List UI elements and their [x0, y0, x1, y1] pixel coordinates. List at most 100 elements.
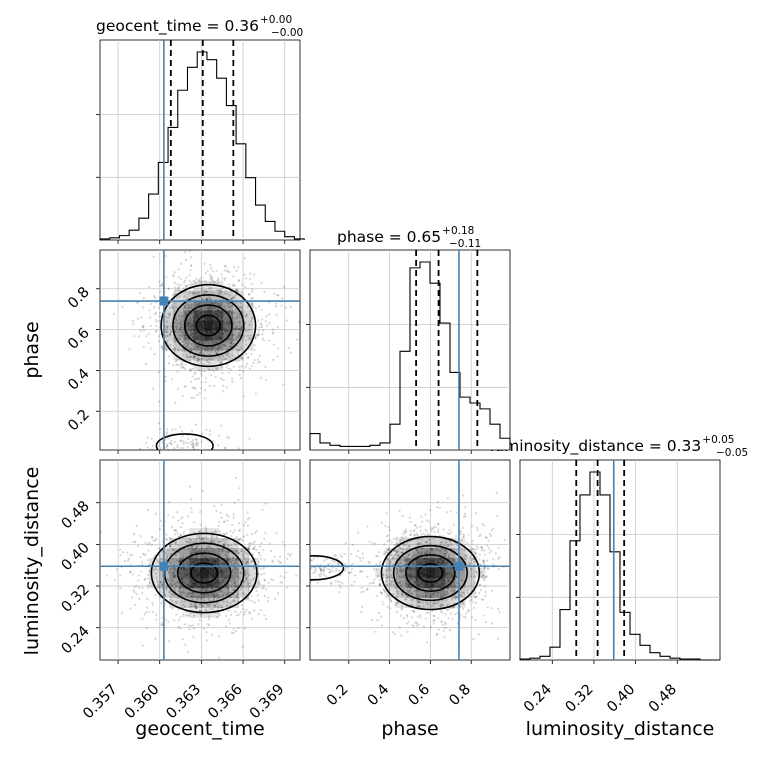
sample-point	[287, 552, 290, 555]
sample-point	[196, 345, 199, 348]
sample-point	[198, 536, 202, 540]
sample-point	[398, 546, 401, 549]
sample-point	[188, 274, 191, 277]
sample-point	[235, 294, 238, 297]
density-cell	[189, 568, 200, 579]
sample-point	[362, 590, 365, 593]
sample-point	[193, 548, 196, 551]
density-cell	[455, 568, 466, 579]
sample-point	[389, 598, 392, 601]
density-cell	[179, 588, 190, 599]
sample-point	[424, 617, 427, 620]
sample-point	[232, 365, 235, 368]
sample-point	[234, 326, 237, 330]
sample-point	[194, 602, 197, 605]
sample-point	[189, 541, 192, 544]
sample-point	[449, 607, 452, 610]
sample-point	[224, 276, 227, 280]
sample-point	[218, 530, 221, 533]
sample-point	[173, 587, 177, 591]
sample-point	[240, 549, 243, 553]
sample-point	[173, 549, 177, 552]
sample-point	[180, 314, 183, 318]
sample-point	[398, 575, 401, 578]
sample-point	[385, 512, 388, 515]
sample-point	[462, 592, 465, 595]
sample-point	[205, 631, 208, 634]
sample-point	[430, 555, 433, 558]
sample-point	[192, 396, 195, 400]
sample-point	[246, 362, 249, 366]
sample-point	[172, 575, 175, 578]
sample-point	[231, 354, 234, 357]
sample-point	[343, 563, 347, 566]
sample-point	[235, 551, 238, 555]
sample-point	[474, 596, 477, 599]
sample-point	[256, 333, 259, 336]
sample-point	[206, 622, 209, 626]
sample-point	[454, 597, 457, 600]
sample-point	[485, 536, 489, 540]
sample-point	[483, 566, 486, 570]
sample-point	[234, 550, 237, 553]
ytick-label-luminosity_distance-0: 0.24	[59, 623, 93, 657]
sample-point	[219, 606, 222, 609]
sample-point	[373, 578, 376, 581]
sample-point	[233, 599, 236, 603]
sample-point	[164, 316, 167, 319]
density-cell	[169, 538, 180, 549]
sample-point	[401, 608, 404, 611]
sample-point	[361, 552, 364, 555]
sample-point	[413, 524, 417, 527]
sample-point	[200, 308, 203, 311]
sample-point	[490, 622, 494, 625]
sample-point	[142, 325, 145, 328]
ylabel-luminosity-distance: luminosity_distance	[21, 467, 43, 656]
sample-point	[178, 333, 181, 336]
sample-point	[212, 592, 215, 596]
sample-point	[257, 319, 260, 322]
sample-point	[166, 554, 169, 558]
sample-point	[176, 456, 178, 458]
sample-point	[171, 599, 174, 603]
sample-point	[197, 536, 200, 539]
xtick-label-phase-3: 0.8	[446, 682, 474, 710]
sample-point	[164, 347, 168, 351]
sample-point	[210, 267, 213, 270]
contour-3	[190, 562, 219, 584]
sample-point	[176, 449, 179, 450]
sample-point	[379, 578, 382, 582]
sample-point	[230, 304, 233, 308]
sample-point	[248, 337, 251, 340]
sample-point	[224, 446, 227, 449]
sample-point	[200, 455, 202, 457]
sample-point	[188, 279, 192, 282]
sample-point	[305, 564, 307, 566]
sample-point	[436, 632, 439, 636]
sample-point	[276, 294, 279, 297]
sample-point	[391, 576, 394, 580]
sample-point	[169, 598, 172, 601]
sample-point	[165, 330, 169, 333]
xtick-label-geocent_time-4: 0.369	[247, 682, 288, 723]
sample-point	[233, 328, 237, 331]
ytick-label-phase-0: 0.2	[65, 407, 93, 435]
density-cell	[183, 350, 194, 361]
sample-point	[227, 592, 230, 595]
sample-point	[174, 575, 177, 578]
sample-point	[230, 339, 233, 343]
sample-point	[260, 323, 263, 326]
xlabel-geocent-time: geocent_time	[135, 718, 264, 740]
sample-point	[482, 559, 485, 562]
density-cell	[149, 568, 160, 579]
sample-point	[251, 303, 254, 306]
sample-point	[152, 387, 155, 390]
density-cell	[169, 558, 180, 569]
sample-point	[385, 569, 388, 572]
sample-point	[438, 590, 441, 594]
sample-point	[225, 354, 228, 357]
sample-point	[213, 301, 217, 304]
sample-point	[207, 623, 211, 627]
sample-point	[280, 581, 284, 584]
sample-point	[400, 570, 403, 573]
